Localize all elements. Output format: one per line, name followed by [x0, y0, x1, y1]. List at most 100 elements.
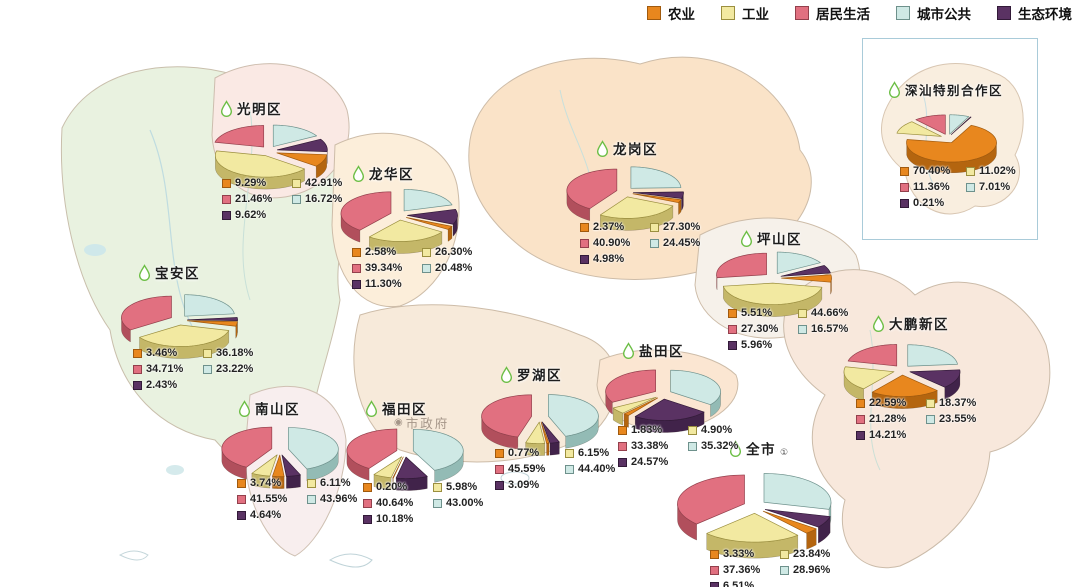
- pie-chart[interactable]: [205, 404, 355, 504]
- pie-chart[interactable]: [827, 324, 977, 424]
- legend-item-ecology: 生态环境: [997, 3, 1072, 23]
- pie-legend-value: 36.18%: [203, 347, 263, 359]
- 城市公共-swatch-icon: [433, 498, 442, 508]
- urban-public-swatch-icon: [896, 6, 910, 20]
- pie-legend-value: 3.74%: [237, 477, 301, 489]
- 城市公共-swatch-icon: [422, 263, 431, 273]
- pie-legend-value: 28.96%: [780, 564, 840, 576]
- residential-swatch-icon: [795, 6, 809, 20]
- pie-chart[interactable]: [550, 146, 700, 246]
- pie-legend-value: 11.02%: [966, 165, 1022, 177]
- legend-item-urban-public: 城市公共: [896, 3, 971, 23]
- water-drop-icon: [365, 400, 378, 418]
- pie-legend-value: 2.37%: [580, 221, 644, 233]
- pie-chart[interactable]: [465, 371, 615, 471]
- pie-legend-value: 23.55%: [926, 413, 986, 425]
- 居民生活-swatch-icon: [710, 565, 719, 575]
- pie-legend: 1.83% 4.90% 33.38% 35.32% 24.57%: [618, 424, 748, 468]
- pie-legend-value: 20.48%: [422, 262, 482, 274]
- legend-item-industry: 工业: [721, 3, 769, 23]
- pie-legend-value: 6.11%: [307, 477, 367, 489]
- pie-legend: 0.20% 5.98% 40.64% 43.00% 10.18%: [363, 481, 493, 525]
- pie-legend: 0.77% 6.15% 45.59% 44.40% 3.09%: [495, 447, 625, 491]
- water-drop-icon: [740, 230, 753, 248]
- pie-legend: 9.29% 42.91% 21.46% 16.72% 9.62%: [222, 177, 352, 221]
- pie-legend-value: 4.64%: [237, 509, 301, 521]
- 生态环境-swatch-icon: [900, 198, 909, 208]
- pie-legend-value: 24.57%: [618, 456, 682, 468]
- pie-legend-value: 2.43%: [133, 379, 197, 391]
- pie-legend-value: 2.58%: [352, 246, 416, 258]
- 生态环境-swatch-icon: [237, 510, 246, 520]
- water-drop-icon: [872, 315, 885, 333]
- 生态环境-swatch-icon: [222, 210, 231, 220]
- district-title: 光明区: [220, 98, 282, 118]
- ecology-swatch-icon: [997, 6, 1011, 20]
- pie-legend-value: 10.18%: [363, 513, 427, 525]
- pie-legend-value: 39.34%: [352, 262, 416, 274]
- 工业-swatch-icon: [307, 478, 316, 488]
- pie-chart[interactable]: [194, 105, 344, 205]
- 居民生活-swatch-icon: [222, 194, 231, 204]
- legend-item-agriculture: 农业: [647, 3, 695, 23]
- pie-legend-value: 70.40%: [900, 165, 960, 177]
- 农业-swatch-icon: [856, 398, 865, 408]
- pie-chart[interactable]: [880, 96, 1016, 188]
- 城市公共-swatch-icon: [926, 414, 935, 424]
- district-title: 深汕特别合作区: [888, 80, 1003, 99]
- district-shape-dapeng: [783, 269, 1051, 569]
- pie-legend-value: 0.21%: [900, 197, 960, 209]
- pie-legend-value: 5.96%: [728, 339, 792, 351]
- pie-chart[interactable]: [698, 232, 848, 332]
- pie-legend-value: 34.71%: [133, 363, 197, 375]
- agriculture-swatch-icon: [647, 6, 661, 20]
- 居民生活-swatch-icon: [618, 441, 627, 451]
- pie-legend-value: 3.33%: [710, 548, 774, 560]
- 农业-swatch-icon: [580, 222, 589, 232]
- pie-legend: 3.33% 23.84% 37.36% 28.96% 6.51%: [710, 548, 840, 587]
- pie-legend-value: 45.59%: [495, 463, 559, 475]
- water-drop-icon: [138, 264, 151, 282]
- pie-legend-value: 23.22%: [203, 363, 263, 375]
- 城市公共-swatch-icon: [966, 182, 975, 192]
- 农业-swatch-icon: [728, 308, 737, 318]
- district-title: 南山区: [238, 398, 300, 418]
- 居民生活-swatch-icon: [363, 498, 372, 508]
- 居民生活-swatch-icon: [133, 364, 142, 374]
- pie-legend-value: 24.45%: [650, 237, 710, 249]
- pie-legend-value: 5.98%: [433, 481, 493, 493]
- pie-legend-value: 4.98%: [580, 253, 644, 265]
- pie-chart[interactable]: [655, 450, 855, 575]
- pie-legend-value: 3.46%: [133, 347, 197, 359]
- district-title: 全市 ①: [729, 438, 788, 458]
- pie-legend-value: 11.30%: [352, 278, 416, 290]
- 农业-swatch-icon: [495, 448, 504, 458]
- 农业-swatch-icon: [237, 478, 246, 488]
- 城市公共-swatch-icon: [307, 494, 316, 504]
- pie-legend-value: 1.83%: [618, 424, 682, 436]
- water-drop-icon: [596, 140, 609, 158]
- 工业-swatch-icon: [433, 482, 442, 492]
- pie-chart[interactable]: [324, 169, 474, 269]
- pie-legend-value: 22.59%: [856, 397, 920, 409]
- pie-legend-value: 5.51%: [728, 307, 792, 319]
- water-drop-icon: [238, 400, 251, 418]
- pie-legend-value: 27.30%: [728, 323, 792, 335]
- pie-legend-value: 43.96%: [307, 493, 367, 505]
- pie-legend-value: 9.62%: [222, 209, 286, 221]
- 居民生活-swatch-icon: [856, 414, 865, 424]
- pie-chart[interactable]: [588, 348, 738, 448]
- 城市公共-swatch-icon: [798, 324, 807, 334]
- pie-chart[interactable]: [330, 406, 480, 506]
- 城市公共-swatch-icon: [292, 194, 301, 204]
- city-hall-marker: ◉ 市政府: [394, 417, 450, 431]
- 工业-swatch-icon: [565, 448, 574, 458]
- pie-legend-value: 11.36%: [900, 181, 960, 193]
- pie-legend-value: 3.09%: [495, 479, 559, 491]
- 生态环境-swatch-icon: [728, 340, 737, 350]
- 居民生活-swatch-icon: [495, 464, 504, 474]
- 工业-swatch-icon: [292, 178, 301, 188]
- pie-legend-value: 23.84%: [780, 548, 840, 560]
- 城市公共-swatch-icon: [650, 238, 659, 248]
- water-drop-icon: [352, 165, 365, 183]
